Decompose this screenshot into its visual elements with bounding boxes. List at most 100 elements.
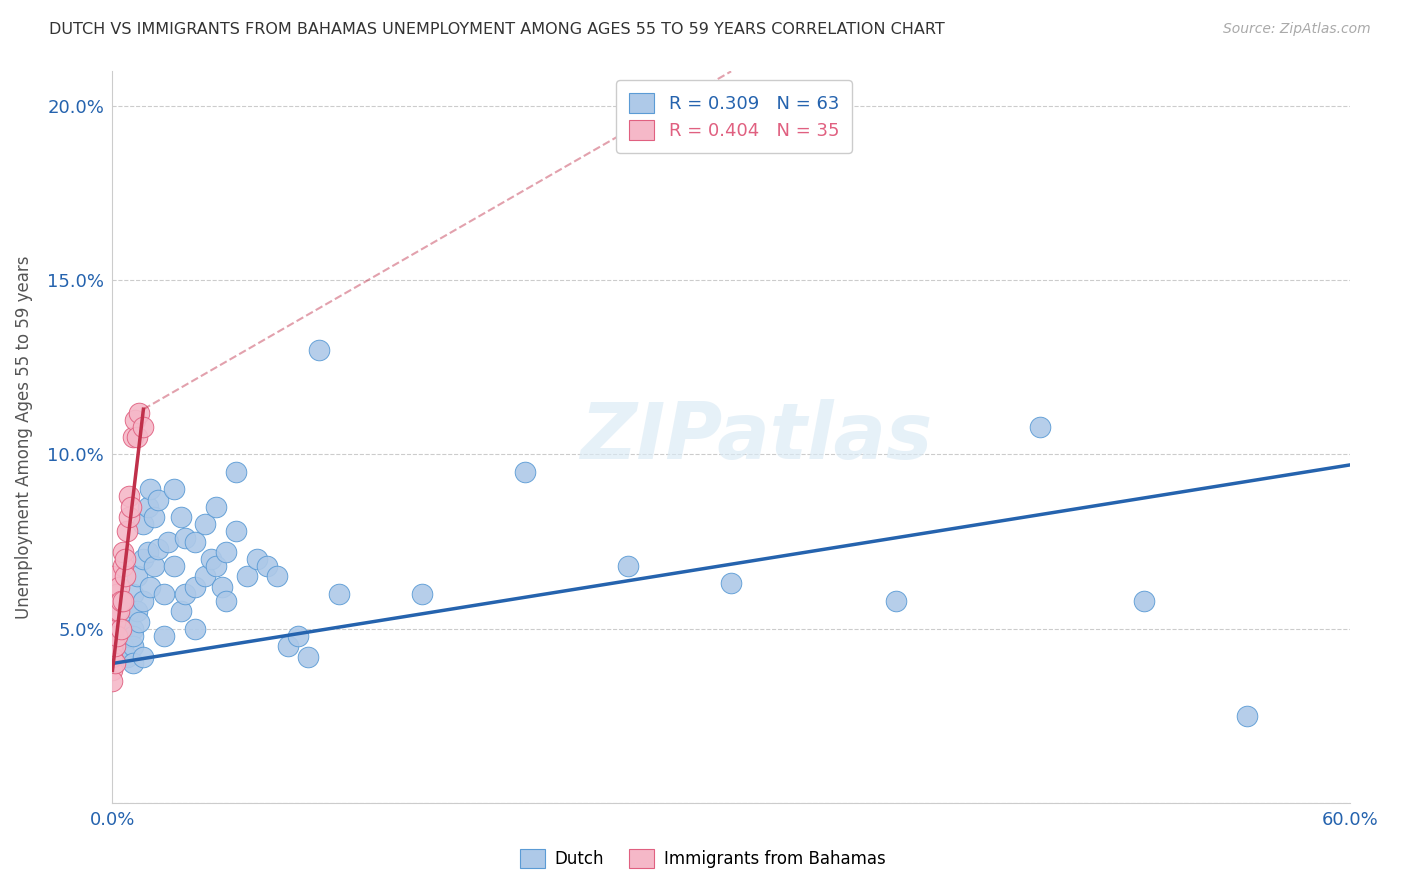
Point	[127, 569, 149, 583]
Point	[107, 580, 129, 594]
Point	[118, 510, 141, 524]
Point	[122, 639, 145, 653]
Point	[132, 594, 155, 608]
Point	[153, 629, 176, 643]
Point	[101, 587, 124, 601]
Point	[122, 622, 145, 636]
Point	[287, 629, 309, 643]
Point	[103, 657, 125, 671]
Point	[235, 569, 257, 583]
Point	[103, 639, 125, 653]
Point	[1132, 594, 1154, 608]
Point	[184, 534, 207, 549]
Point	[115, 649, 138, 664]
Point	[136, 500, 159, 514]
Point	[118, 604, 141, 618]
Point	[173, 531, 195, 545]
Point	[111, 558, 134, 573]
Point	[122, 430, 145, 444]
Point	[115, 524, 138, 538]
Point	[157, 534, 180, 549]
Point	[215, 594, 238, 608]
Point	[124, 412, 146, 426]
Point	[105, 604, 128, 618]
Point	[101, 664, 124, 678]
Point	[194, 517, 217, 532]
Point	[111, 639, 134, 653]
Point	[101, 611, 124, 625]
Y-axis label: Unemployment Among Ages 55 to 59 years: Unemployment Among Ages 55 to 59 years	[15, 255, 34, 619]
Point	[884, 594, 907, 608]
Point	[1236, 708, 1258, 723]
Point	[173, 587, 195, 601]
Point	[101, 673, 124, 688]
Point	[101, 639, 124, 653]
Point	[266, 569, 288, 583]
Point	[225, 465, 247, 479]
Point	[328, 587, 350, 601]
Text: Source: ZipAtlas.com: Source: ZipAtlas.com	[1223, 22, 1371, 37]
Point	[146, 492, 169, 507]
Point	[142, 510, 165, 524]
Text: ZIPatlas: ZIPatlas	[579, 399, 932, 475]
Point	[118, 489, 141, 503]
Point	[138, 580, 160, 594]
Point	[122, 657, 145, 671]
Point	[111, 594, 134, 608]
Point	[215, 545, 238, 559]
Point	[277, 639, 299, 653]
Point	[101, 622, 124, 636]
Point	[110, 622, 132, 636]
Point	[1029, 419, 1052, 434]
Point	[132, 419, 155, 434]
Point	[411, 587, 433, 601]
Point	[142, 558, 165, 573]
Point	[103, 615, 125, 629]
Point	[169, 510, 191, 524]
Point	[617, 558, 640, 573]
Point	[308, 343, 330, 357]
Point	[122, 629, 145, 643]
Point	[114, 552, 136, 566]
Legend: R = 0.309   N = 63, R = 0.404   N = 35: R = 0.309 N = 63, R = 0.404 N = 35	[616, 80, 852, 153]
Point	[128, 615, 150, 629]
Point	[200, 552, 222, 566]
Point	[127, 604, 149, 618]
Point	[184, 622, 207, 636]
Point	[127, 430, 149, 444]
Point	[163, 558, 186, 573]
Point	[128, 406, 150, 420]
Point	[114, 569, 136, 583]
Point	[211, 580, 233, 594]
Point	[256, 558, 278, 573]
Point	[110, 594, 132, 608]
Point	[153, 587, 176, 601]
Point	[132, 552, 155, 566]
Point	[101, 604, 124, 618]
Point	[105, 587, 128, 601]
Point	[184, 580, 207, 594]
Point	[111, 622, 134, 636]
Point	[169, 604, 191, 618]
Point	[204, 500, 226, 514]
Point	[138, 483, 160, 497]
Point	[101, 649, 124, 664]
Point	[105, 629, 128, 643]
Point	[720, 576, 742, 591]
Point	[101, 569, 124, 583]
Point	[122, 587, 145, 601]
Point	[132, 517, 155, 532]
Point	[163, 483, 186, 497]
Text: DUTCH VS IMMIGRANTS FROM BAHAMAS UNEMPLOYMENT AMONG AGES 55 TO 59 YEARS CORRELAT: DUTCH VS IMMIGRANTS FROM BAHAMAS UNEMPLO…	[49, 22, 945, 37]
Legend: Dutch, Immigrants from Bahamas: Dutch, Immigrants from Bahamas	[513, 843, 893, 875]
Point	[101, 649, 124, 664]
Point	[225, 524, 247, 538]
Point	[136, 545, 159, 559]
Point	[101, 629, 124, 643]
Point	[297, 649, 319, 664]
Point	[111, 545, 134, 559]
Point	[204, 558, 226, 573]
Point	[132, 649, 155, 664]
Point	[120, 500, 142, 514]
Point	[246, 552, 269, 566]
